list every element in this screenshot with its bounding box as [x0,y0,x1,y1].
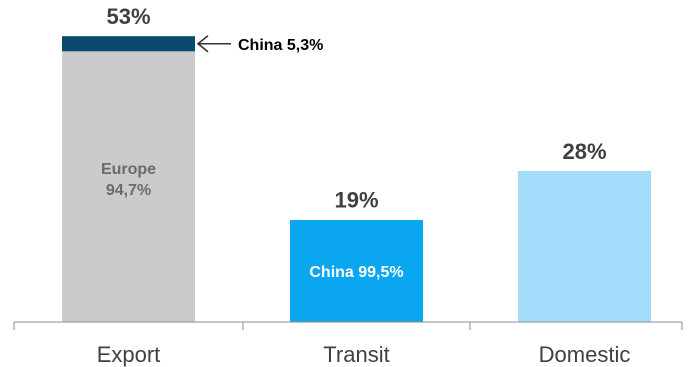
bar-transit-value-label: 19% [334,188,378,213]
bar-domestic-value-label: 28% [562,139,606,164]
x-tick-label-export: Export [97,342,161,367]
chart-labels: Europe 94,7% 53% Export China 99,5% 19% Transi… [97,4,631,367]
bar-export-segment-0 [62,51,195,322]
bar-transit-segment-0-label-0: China 99,5% [309,264,403,281]
annotation-label: China 5,3% [238,37,323,54]
x-axis-ticks [13,322,683,330]
annotation-arrow [196,35,231,53]
x-tick-label-transit: Transit [323,342,389,367]
chart-marks [62,36,651,322]
bar-export-segment-0-label-1: 94,7% [106,182,151,199]
bar-export-segment-1 [62,36,195,52]
x-tick-label-domestic: Domestic [539,342,631,367]
bar-export-value-label: 53% [106,4,150,29]
annotation-arrow-head [196,35,209,53]
bar-transit-segment-0 [290,220,423,322]
bar-export-segment-0-label-0: Europe [101,161,156,178]
bar-domestic-segment-0 [518,171,651,322]
